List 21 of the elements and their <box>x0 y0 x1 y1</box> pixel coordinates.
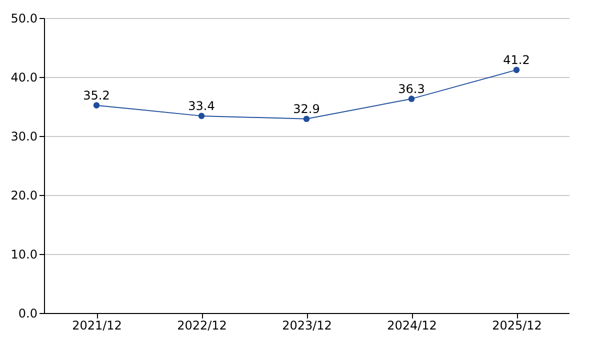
point <box>198 112 205 120</box>
x-tick-label: 2024/12 <box>387 318 437 332</box>
data-label: 35.2 <box>83 88 110 102</box>
point <box>408 96 415 102</box>
data-label: 32.9 <box>293 102 320 116</box>
y-tick-label: 50.0 <box>10 12 38 26</box>
data-label: 33.4 <box>188 98 215 113</box>
y-tick-label: 10.0 <box>10 248 38 262</box>
x-tick-label: 2021/12 <box>72 318 122 332</box>
y-tick-label: 30.0 <box>10 130 38 144</box>
y-tick-label: 40.0 <box>10 70 38 84</box>
x-tick-label: 2023/12 <box>282 318 332 332</box>
y-tick-label: 20.0 <box>10 188 38 202</box>
point <box>93 102 100 108</box>
point <box>303 116 310 122</box>
point <box>513 66 520 74</box>
x-tick-label: 2022/12 <box>177 318 227 332</box>
x-tick-label: 2025/12 <box>492 318 542 332</box>
y-tick-label: 0.0 <box>18 306 38 320</box>
data-label: 41.2 <box>503 52 530 67</box>
data-label: 36.3 <box>398 82 425 96</box>
